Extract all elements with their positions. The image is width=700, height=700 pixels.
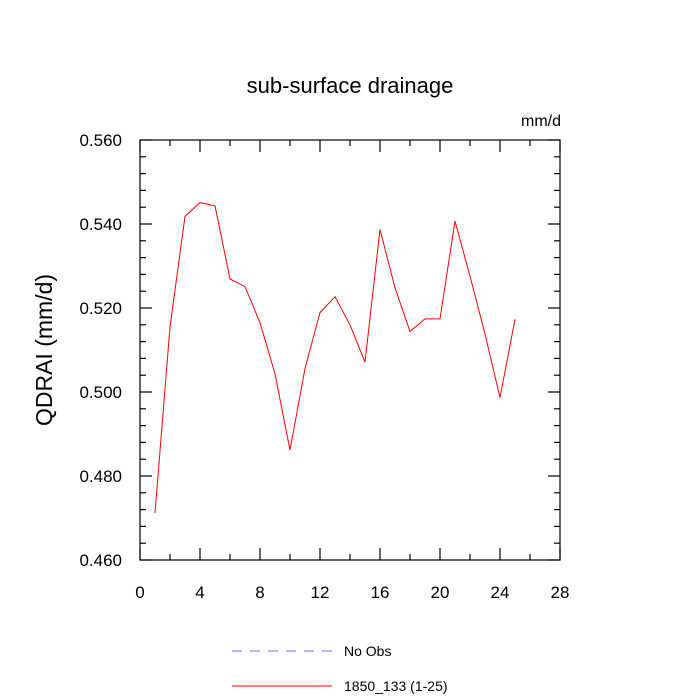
x-tick-label: 24 (491, 583, 510, 602)
legend-label: 1850_133 (1-25) (344, 678, 448, 694)
legend-label: No Obs (344, 643, 391, 659)
x-tick-label: 20 (431, 583, 450, 602)
units-label: mm/d (521, 113, 561, 130)
y-tick-label: 0.560 (79, 131, 122, 150)
y-tick-label: 0.500 (79, 383, 122, 402)
x-tick-label: 0 (135, 583, 144, 602)
x-tick-label: 12 (311, 583, 330, 602)
x-tick-label: 4 (195, 583, 204, 602)
series-line (154, 202, 516, 514)
legend: No Obs 1850_133 (1-25) (232, 643, 448, 694)
x-tick-label: 16 (371, 583, 390, 602)
x-tick-label: 8 (255, 583, 264, 602)
y-tick-label: 0.520 (79, 299, 122, 318)
chart-title: sub-surface drainage (247, 73, 454, 98)
axis-ticks (139, 139, 561, 561)
x-tick-label: 28 (551, 583, 570, 602)
y-tick-label: 0.460 (79, 551, 122, 570)
series-layer (154, 202, 516, 514)
y-axis-label: QDRAI (mm/d) (31, 274, 57, 426)
y-tick-label: 0.540 (79, 215, 122, 234)
y-tick-label: 0.480 (79, 467, 122, 486)
axis-tick-labels: 0 4 8 12 16 20 24 28 0.460 0.480 0.500 0.520 0.540 0.… (79, 131, 569, 602)
